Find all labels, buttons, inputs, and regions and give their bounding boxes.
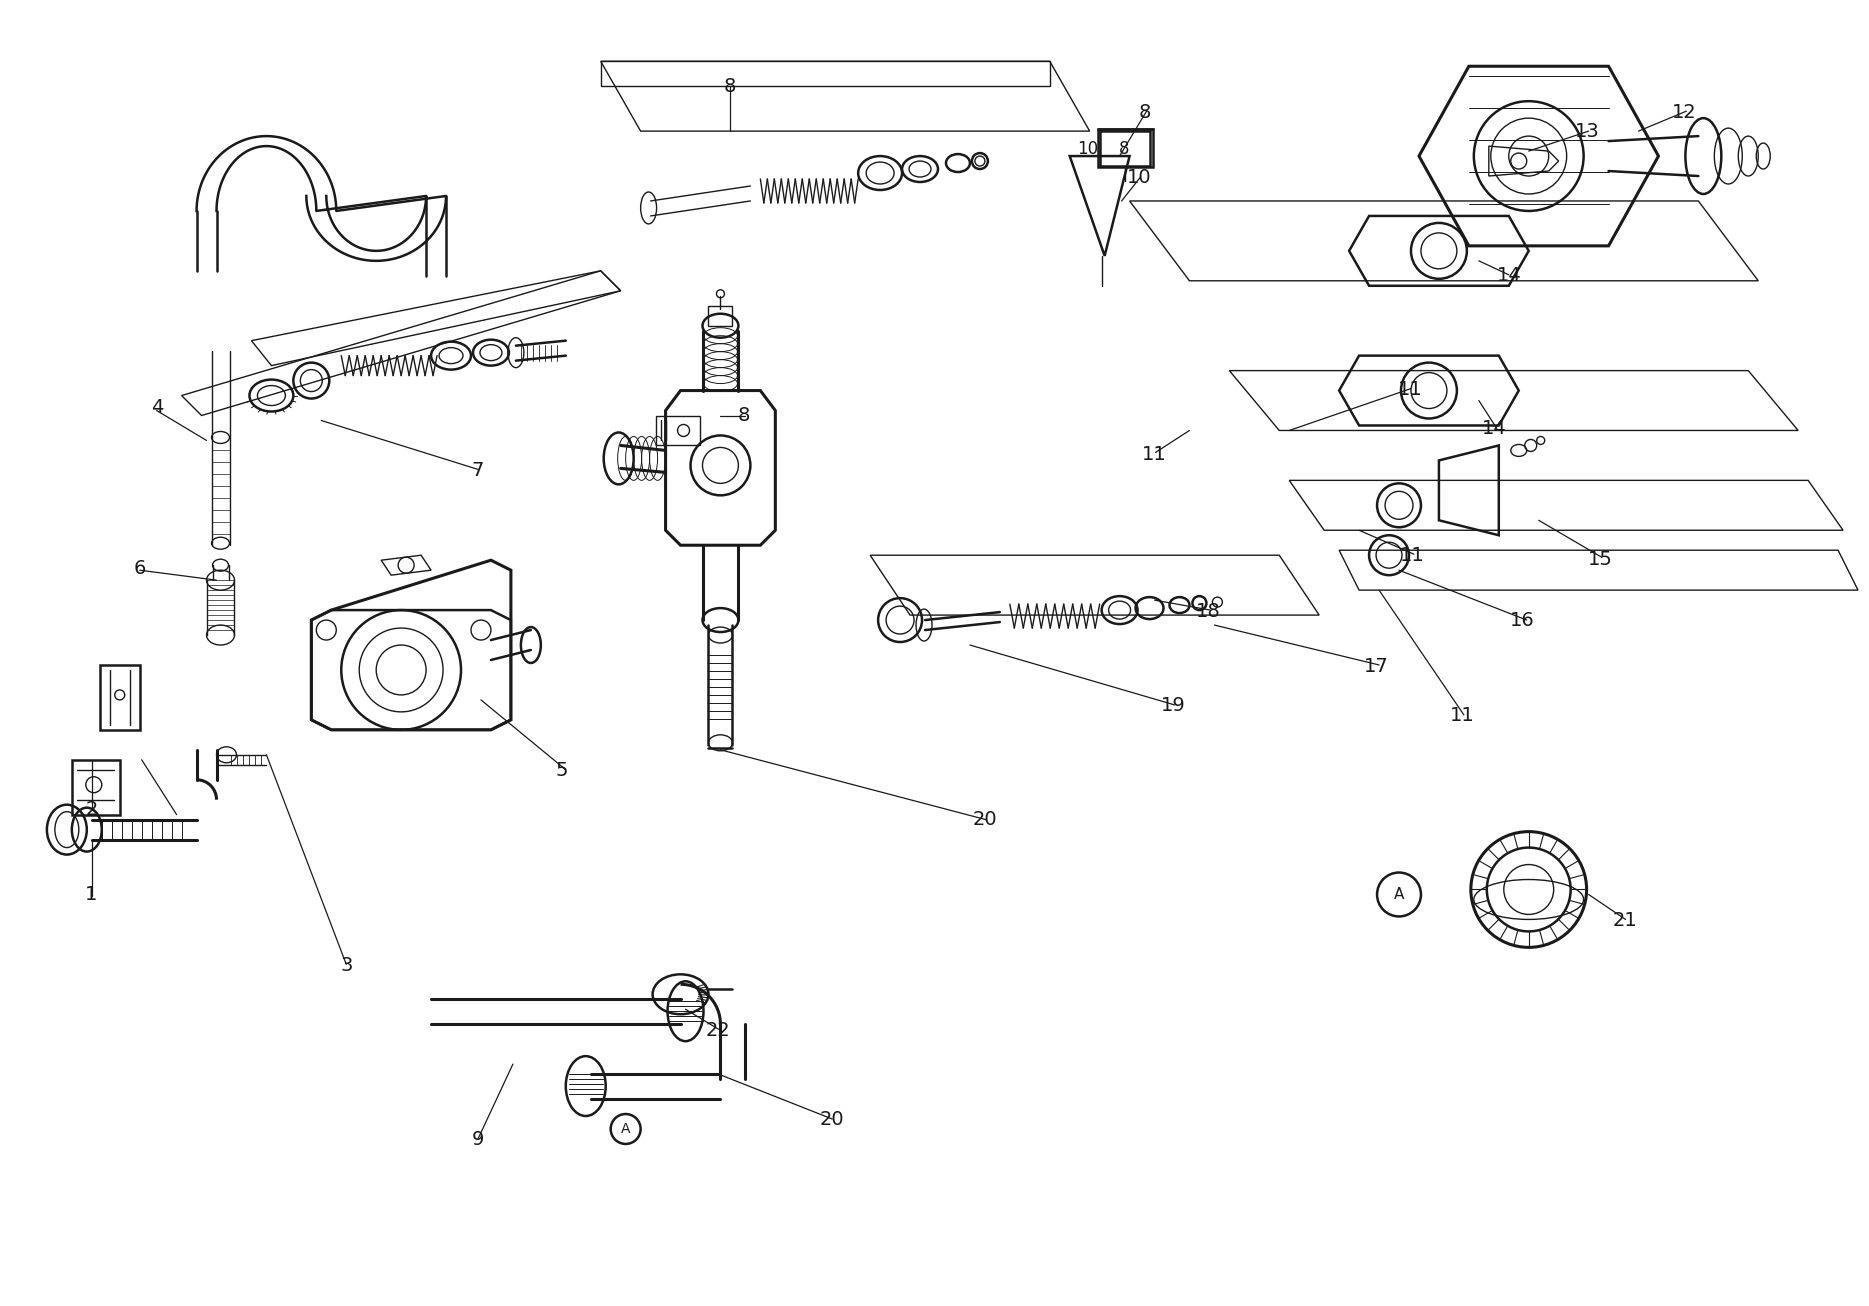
Text: 16: 16 <box>1510 611 1534 629</box>
Text: 11: 11 <box>1450 707 1475 725</box>
Text: 8: 8 <box>723 77 736 95</box>
Text: 10: 10 <box>1127 168 1151 187</box>
Text: 15: 15 <box>1589 550 1613 568</box>
Text: 1: 1 <box>86 884 97 904</box>
Text: 21: 21 <box>1613 910 1637 930</box>
Text: 7: 7 <box>471 461 484 481</box>
Text: 6: 6 <box>135 559 146 577</box>
Text: 8: 8 <box>738 406 751 426</box>
Text: 9: 9 <box>471 1130 484 1148</box>
Text: 2: 2 <box>86 799 97 819</box>
Bar <box>71 760 120 815</box>
Bar <box>656 415 701 445</box>
Text: 11: 11 <box>1398 380 1422 400</box>
Text: 8: 8 <box>1120 140 1131 158</box>
Text: 17: 17 <box>1364 657 1389 675</box>
Bar <box>99 665 140 730</box>
Bar <box>1099 131 1149 166</box>
Bar <box>708 306 733 325</box>
Text: 5: 5 <box>555 761 568 780</box>
Text: 13: 13 <box>1576 123 1600 141</box>
Bar <box>1097 129 1153 167</box>
Text: 18: 18 <box>1196 602 1220 620</box>
Text: 20: 20 <box>972 810 998 829</box>
Text: 12: 12 <box>1673 103 1697 121</box>
Text: 14: 14 <box>1482 419 1506 439</box>
Text: 4: 4 <box>151 398 163 418</box>
Text: A: A <box>621 1122 630 1136</box>
Text: A: A <box>1394 887 1404 902</box>
Text: 20: 20 <box>820 1110 845 1130</box>
Text: 22: 22 <box>706 1021 731 1041</box>
Text: 19: 19 <box>1161 696 1185 714</box>
Text: 8: 8 <box>1138 103 1151 121</box>
Text: 3: 3 <box>340 956 353 976</box>
Text: 11: 11 <box>1400 546 1424 564</box>
Text: 10: 10 <box>1077 140 1099 158</box>
Text: 11: 11 <box>1142 445 1166 465</box>
Text: 14: 14 <box>1497 265 1521 285</box>
